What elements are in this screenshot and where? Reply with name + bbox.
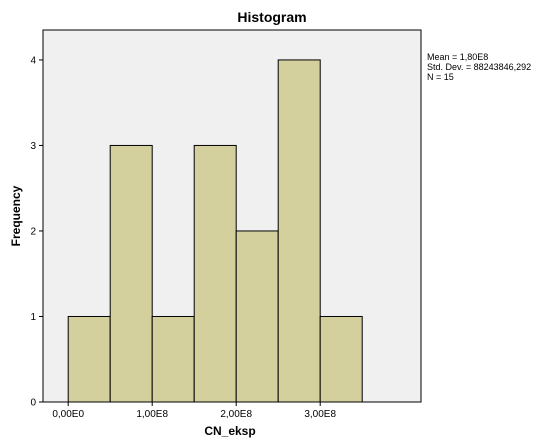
stat-n: N = 15 — [427, 72, 454, 82]
stat-std-dev: Std. Dev. = 88243846,292 — [427, 62, 531, 72]
y-tick-label: 0 — [30, 398, 36, 409]
y-tick-label: 2 — [30, 226, 36, 237]
histogram-bar-5 — [235, 230, 279, 403]
histogram-bar-6 — [277, 59, 321, 403]
x-tick-label: 3,00E8 — [304, 409, 336, 420]
y-axis: 0 1 2 3 4 — [30, 55, 43, 409]
histogram-bar-2 — [109, 144, 153, 403]
histogram-bar-3 — [151, 315, 195, 403]
x-axis-label: CN_eksp — [204, 424, 255, 438]
y-tick-label: 3 — [30, 141, 36, 152]
histogram-bar-4 — [193, 144, 237, 403]
stat-mean: Mean = 1,80E8 — [427, 52, 488, 62]
x-axis: 0,00E0 1,00E8 2,00E8 3,00E8 — [52, 402, 336, 420]
x-tick-label: 0,00E0 — [52, 409, 84, 420]
x-tick-label: 2,00E8 — [220, 409, 252, 420]
histogram-bar-1 — [67, 315, 111, 403]
x-tick-label: 1,00E8 — [136, 409, 168, 420]
y-tick-label: 1 — [30, 312, 36, 323]
bars-group — [67, 59, 363, 403]
y-tick-label: 4 — [30, 55, 36, 66]
chart-title: Histogram — [237, 9, 306, 25]
histogram-bar-7 — [319, 315, 363, 403]
y-axis-label: Frequency — [9, 185, 23, 246]
